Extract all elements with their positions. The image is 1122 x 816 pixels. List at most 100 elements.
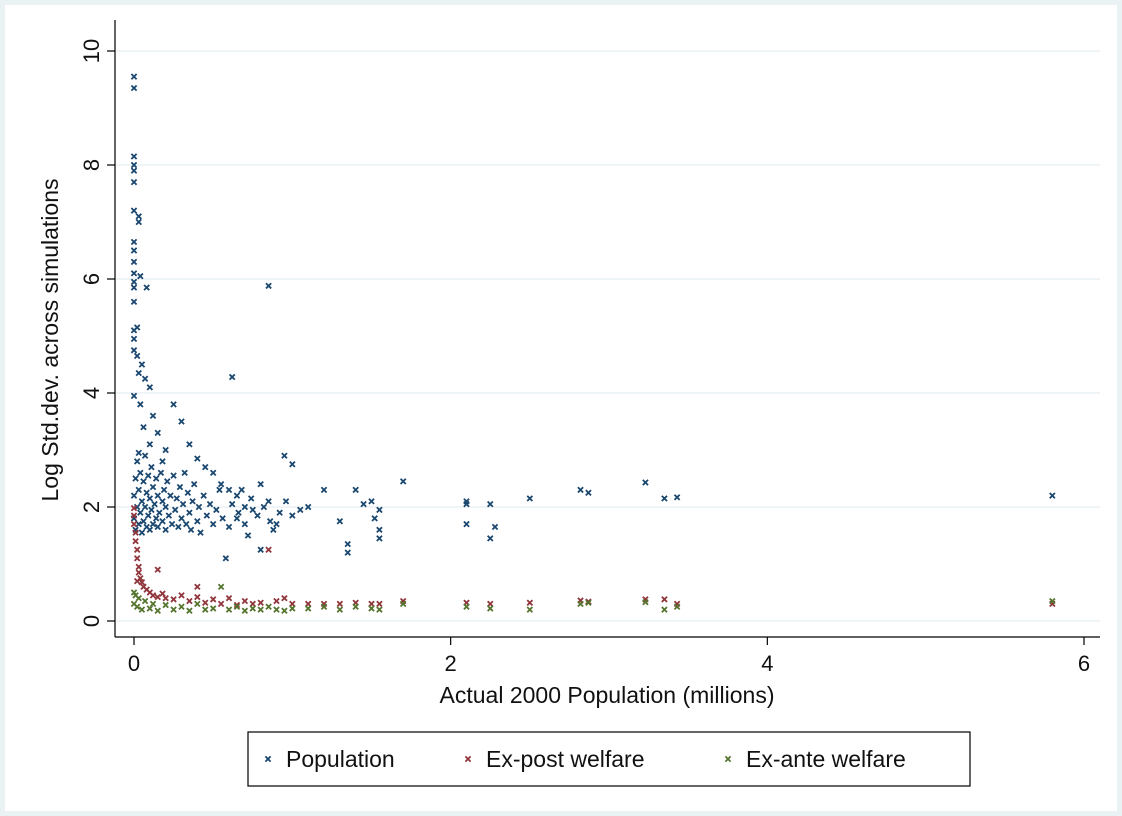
data-point (209, 596, 217, 603)
data-point (141, 375, 149, 382)
data-point (463, 603, 470, 610)
data-point (164, 478, 171, 485)
data-point (181, 469, 188, 477)
data-point (249, 506, 256, 514)
data-point (186, 607, 193, 614)
legend-marker-1 (464, 755, 472, 763)
data-point (130, 284, 138, 291)
plot-region (5, 5, 1117, 811)
data-point (202, 599, 209, 606)
data-point (154, 607, 161, 614)
data-point (152, 475, 160, 482)
data-point (149, 592, 157, 599)
data-point (194, 583, 201, 591)
data-point (281, 607, 288, 614)
data-point (344, 540, 351, 548)
data-point (297, 506, 304, 514)
legend-items: Population Ex-post welfare Ex-ante welfare (264, 746, 906, 772)
data-point (146, 384, 154, 391)
data-point (179, 500, 187, 508)
y-tick-label-1: 2 (79, 501, 104, 513)
data-point (399, 478, 407, 485)
data-point (249, 605, 256, 612)
data-point (463, 520, 470, 528)
data-point (135, 594, 142, 602)
data-point (135, 569, 142, 576)
data-point (247, 495, 255, 502)
data-point (265, 282, 272, 290)
legend-label-2: Ex-ante welfare (746, 746, 906, 772)
data-point (178, 603, 185, 610)
data-point (130, 167, 138, 174)
data-point (241, 503, 249, 511)
data-point (178, 418, 185, 425)
data-point (194, 455, 201, 462)
data-point (141, 597, 149, 605)
y-axis-title: Log Std.dev. across simulations (37, 178, 63, 501)
data-point (178, 515, 185, 522)
data-point (371, 515, 378, 522)
data-point (135, 213, 142, 220)
data-point (642, 479, 649, 486)
data-point (195, 503, 203, 511)
data-point (190, 480, 198, 488)
data-point (200, 492, 207, 499)
grid-lines (115, 50, 1100, 622)
data-point (132, 475, 139, 482)
data-point (217, 583, 225, 591)
data-point (171, 506, 179, 514)
data-point (170, 401, 177, 408)
data-point (260, 503, 268, 511)
data-point (399, 600, 407, 608)
x-tick-label-0: 0 (128, 651, 140, 676)
data-point (130, 73, 138, 80)
data-point (148, 506, 155, 514)
data-point (661, 495, 668, 502)
data-point (170, 606, 177, 613)
data-point (194, 518, 201, 525)
data-point (143, 284, 150, 291)
data-point (140, 423, 147, 431)
data-point (137, 272, 144, 280)
data-point (135, 563, 142, 571)
data-point (233, 603, 241, 610)
data-point (209, 469, 217, 477)
data-point (152, 515, 160, 522)
data-point (159, 518, 166, 525)
data-point (130, 207, 138, 214)
data-point (143, 489, 150, 496)
data-point (130, 247, 138, 254)
data-point (135, 218, 142, 226)
data-point (526, 599, 534, 606)
data-point (344, 549, 351, 556)
data-point (203, 512, 211, 519)
data-point (206, 500, 214, 508)
data-points (130, 73, 1056, 614)
data-point (491, 523, 499, 531)
data-point (137, 401, 144, 408)
data-point (487, 605, 494, 612)
data-point (138, 579, 146, 586)
data-point (130, 238, 138, 246)
data-point (133, 577, 141, 585)
y-tick-label-5: 10 (79, 39, 104, 63)
data-point (148, 463, 155, 471)
data-point (146, 441, 154, 448)
data-point (257, 599, 264, 606)
data-point (186, 597, 193, 605)
data-point (336, 606, 344, 613)
data-point (585, 599, 592, 606)
data-point (132, 537, 139, 545)
data-point (176, 483, 184, 491)
data-point (368, 605, 375, 612)
data-point (270, 526, 277, 534)
data-point (352, 486, 359, 494)
data-point (138, 498, 146, 505)
data-point (376, 526, 383, 534)
data-point (209, 605, 217, 612)
data-point (194, 600, 201, 608)
data-point (320, 486, 328, 494)
data-point (1049, 492, 1056, 499)
data-point (273, 520, 280, 528)
data-point (487, 500, 494, 508)
